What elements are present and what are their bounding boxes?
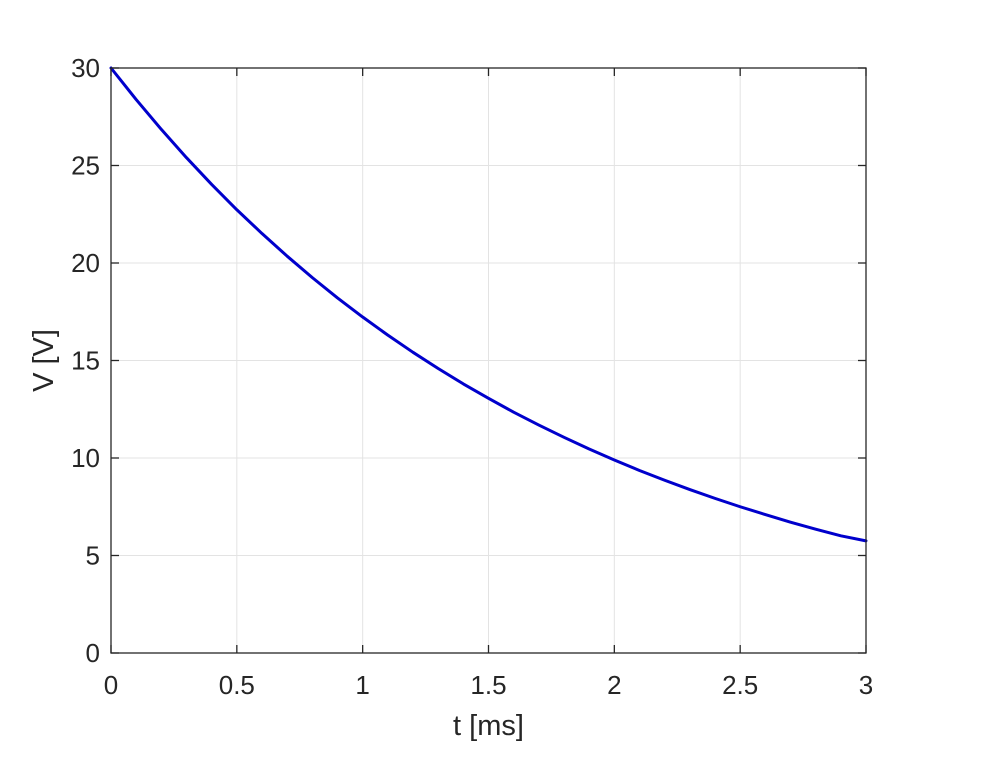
x-tick-label: 2 xyxy=(607,670,621,700)
y-tick-label: 30 xyxy=(71,53,100,83)
series-line xyxy=(109,66,868,543)
y-tick-label: 10 xyxy=(71,443,100,473)
y-axis-label: V [V] xyxy=(28,329,60,392)
y-tick-label: 0 xyxy=(86,638,100,668)
x-tick-label: 1 xyxy=(355,670,369,700)
x-tick-label: 3 xyxy=(859,670,873,700)
y-tick-label: 20 xyxy=(71,248,100,278)
x-tick-label: 1.5 xyxy=(470,670,506,700)
x-axis-label: t [ms] xyxy=(453,710,524,742)
grid-lines xyxy=(111,68,866,653)
plot-series xyxy=(109,66,868,543)
x-tick-label: 0.5 xyxy=(219,670,255,700)
y-tick-label: 15 xyxy=(71,346,100,376)
x-tick-label: 2.5 xyxy=(722,670,758,700)
x-tick-label: 0 xyxy=(104,670,118,700)
y-tick-label: 25 xyxy=(71,151,100,181)
y-tick-label: 5 xyxy=(86,541,100,571)
